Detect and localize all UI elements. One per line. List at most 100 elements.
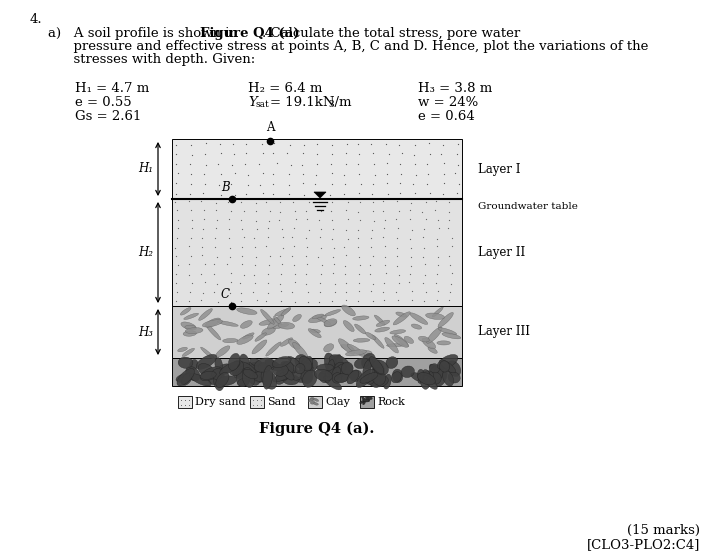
Text: = 19.1kN/m: = 19.1kN/m xyxy=(270,96,352,109)
Text: . Calculate the total stress, pore water: . Calculate the total stress, pore water xyxy=(262,27,520,40)
Bar xyxy=(172,139,462,199)
Ellipse shape xyxy=(205,318,221,327)
Ellipse shape xyxy=(273,324,289,329)
Ellipse shape xyxy=(217,364,231,374)
Ellipse shape xyxy=(429,372,441,384)
Ellipse shape xyxy=(362,360,371,380)
Ellipse shape xyxy=(180,307,191,315)
Text: Clay: Clay xyxy=(325,397,350,407)
Ellipse shape xyxy=(442,333,461,339)
Ellipse shape xyxy=(201,347,214,359)
Bar xyxy=(172,358,462,386)
Ellipse shape xyxy=(365,373,375,384)
Ellipse shape xyxy=(384,374,391,389)
Ellipse shape xyxy=(350,370,362,382)
Ellipse shape xyxy=(256,372,267,383)
Ellipse shape xyxy=(299,363,313,372)
Ellipse shape xyxy=(223,338,238,343)
Ellipse shape xyxy=(432,307,443,317)
Ellipse shape xyxy=(418,371,429,383)
Ellipse shape xyxy=(347,370,359,384)
Ellipse shape xyxy=(335,356,342,366)
Ellipse shape xyxy=(433,363,447,386)
Ellipse shape xyxy=(281,307,290,316)
Ellipse shape xyxy=(238,378,249,387)
Ellipse shape xyxy=(237,362,256,376)
Ellipse shape xyxy=(200,371,216,379)
Ellipse shape xyxy=(190,374,211,386)
Ellipse shape xyxy=(253,372,263,382)
Ellipse shape xyxy=(236,369,250,387)
Ellipse shape xyxy=(429,366,443,381)
Ellipse shape xyxy=(197,355,216,370)
Ellipse shape xyxy=(315,316,331,325)
Ellipse shape xyxy=(429,364,439,374)
Ellipse shape xyxy=(375,315,385,325)
Bar xyxy=(308,396,322,408)
Ellipse shape xyxy=(308,398,313,402)
Ellipse shape xyxy=(394,335,409,347)
Ellipse shape xyxy=(250,358,262,366)
Ellipse shape xyxy=(276,368,290,381)
Ellipse shape xyxy=(236,308,257,315)
Ellipse shape xyxy=(367,378,378,388)
Ellipse shape xyxy=(318,373,328,383)
Ellipse shape xyxy=(301,358,313,370)
Ellipse shape xyxy=(391,372,402,383)
Ellipse shape xyxy=(341,345,355,351)
Text: w = 24%: w = 24% xyxy=(418,96,478,109)
Ellipse shape xyxy=(439,360,456,373)
Bar xyxy=(172,306,462,358)
Ellipse shape xyxy=(362,401,366,405)
Ellipse shape xyxy=(252,340,267,354)
Ellipse shape xyxy=(324,343,334,352)
Text: Sand: Sand xyxy=(267,397,295,407)
Ellipse shape xyxy=(217,321,239,326)
Ellipse shape xyxy=(249,373,260,385)
Ellipse shape xyxy=(387,343,404,347)
Ellipse shape xyxy=(417,370,424,380)
Ellipse shape xyxy=(215,358,222,371)
Ellipse shape xyxy=(208,376,220,385)
Text: H₃ = 3.8 m: H₃ = 3.8 m xyxy=(418,82,492,95)
Ellipse shape xyxy=(268,315,284,329)
Text: a)   A soil profile is shown in: a) A soil profile is shown in xyxy=(48,27,242,40)
Ellipse shape xyxy=(250,362,261,373)
Ellipse shape xyxy=(328,364,340,377)
Ellipse shape xyxy=(324,353,337,376)
Text: Gs = 2.61: Gs = 2.61 xyxy=(75,110,142,123)
Ellipse shape xyxy=(232,365,246,378)
Ellipse shape xyxy=(347,344,365,357)
Ellipse shape xyxy=(185,327,203,334)
Ellipse shape xyxy=(283,369,294,380)
Ellipse shape xyxy=(417,372,435,385)
Ellipse shape xyxy=(288,356,302,368)
Ellipse shape xyxy=(323,376,342,390)
Ellipse shape xyxy=(303,370,317,387)
Ellipse shape xyxy=(324,320,337,327)
Ellipse shape xyxy=(300,359,318,375)
Ellipse shape xyxy=(426,313,444,320)
Text: Groundwater table: Groundwater table xyxy=(478,202,578,211)
Ellipse shape xyxy=(328,355,341,372)
Ellipse shape xyxy=(320,369,341,377)
Ellipse shape xyxy=(426,327,442,343)
Text: 4.: 4. xyxy=(30,13,43,26)
Ellipse shape xyxy=(393,312,410,325)
Text: Rock: Rock xyxy=(377,397,405,407)
Ellipse shape xyxy=(404,336,414,343)
Ellipse shape xyxy=(178,357,193,368)
Ellipse shape xyxy=(288,339,300,350)
Ellipse shape xyxy=(360,372,378,383)
Ellipse shape xyxy=(186,366,200,381)
Ellipse shape xyxy=(200,367,222,381)
Ellipse shape xyxy=(292,371,304,380)
Ellipse shape xyxy=(335,362,346,372)
Text: sat: sat xyxy=(255,100,268,109)
Ellipse shape xyxy=(183,331,197,336)
Ellipse shape xyxy=(332,373,342,383)
Ellipse shape xyxy=(293,315,301,322)
Ellipse shape xyxy=(301,370,313,383)
Ellipse shape xyxy=(259,319,279,325)
Ellipse shape xyxy=(360,351,372,356)
